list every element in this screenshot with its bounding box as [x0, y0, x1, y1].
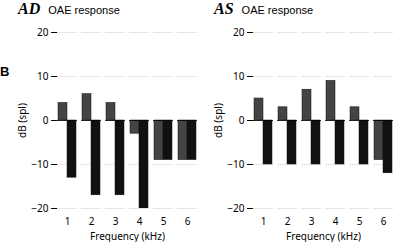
svg-text:4: 4	[333, 214, 339, 228]
svg-text:−10: −10	[227, 157, 244, 171]
svg-text:0: 0	[239, 113, 245, 127]
svg-text:4: 4	[137, 214, 143, 228]
svg-text:5: 5	[357, 214, 363, 228]
svg-text:1: 1	[65, 214, 71, 228]
html-text:AD: AD	[18, 0, 41, 17]
svg-text:20: 20	[233, 25, 245, 39]
svg-text:−20: −20	[227, 201, 244, 215]
html-text:B: B	[0, 64, 10, 79]
svg-text:dB (spl): dB (spl)	[211, 103, 225, 138]
svg-text:0: 0	[43, 113, 49, 127]
svg-text:2: 2	[89, 214, 95, 228]
svg-text:−20: −20	[31, 201, 48, 215]
svg-text:Frequency (kHz): Frequency (kHz)	[286, 229, 361, 243]
svg-text:3: 3	[113, 214, 119, 228]
svg-text:10: 10	[233, 69, 245, 83]
svg-text:20: 20	[37, 25, 49, 39]
svg-text:6: 6	[381, 214, 387, 228]
svg-text:10: 10	[37, 69, 49, 83]
svg-text:5: 5	[161, 214, 167, 228]
svg-text:3: 3	[309, 214, 315, 228]
svg-text:−10: −10	[31, 157, 48, 171]
svg-text:6: 6	[185, 214, 191, 228]
svg-text:1: 1	[261, 214, 267, 228]
html-text:AS: AS	[214, 0, 234, 17]
svg-text:dB (spl): dB (spl)	[15, 103, 29, 138]
html-text:OAE response: OAE response	[48, 4, 120, 16]
svg-text:Frequency (kHz): Frequency (kHz)	[90, 229, 165, 243]
html-text:OAE response: OAE response	[241, 4, 314, 16]
svg-text:2: 2	[285, 214, 291, 228]
